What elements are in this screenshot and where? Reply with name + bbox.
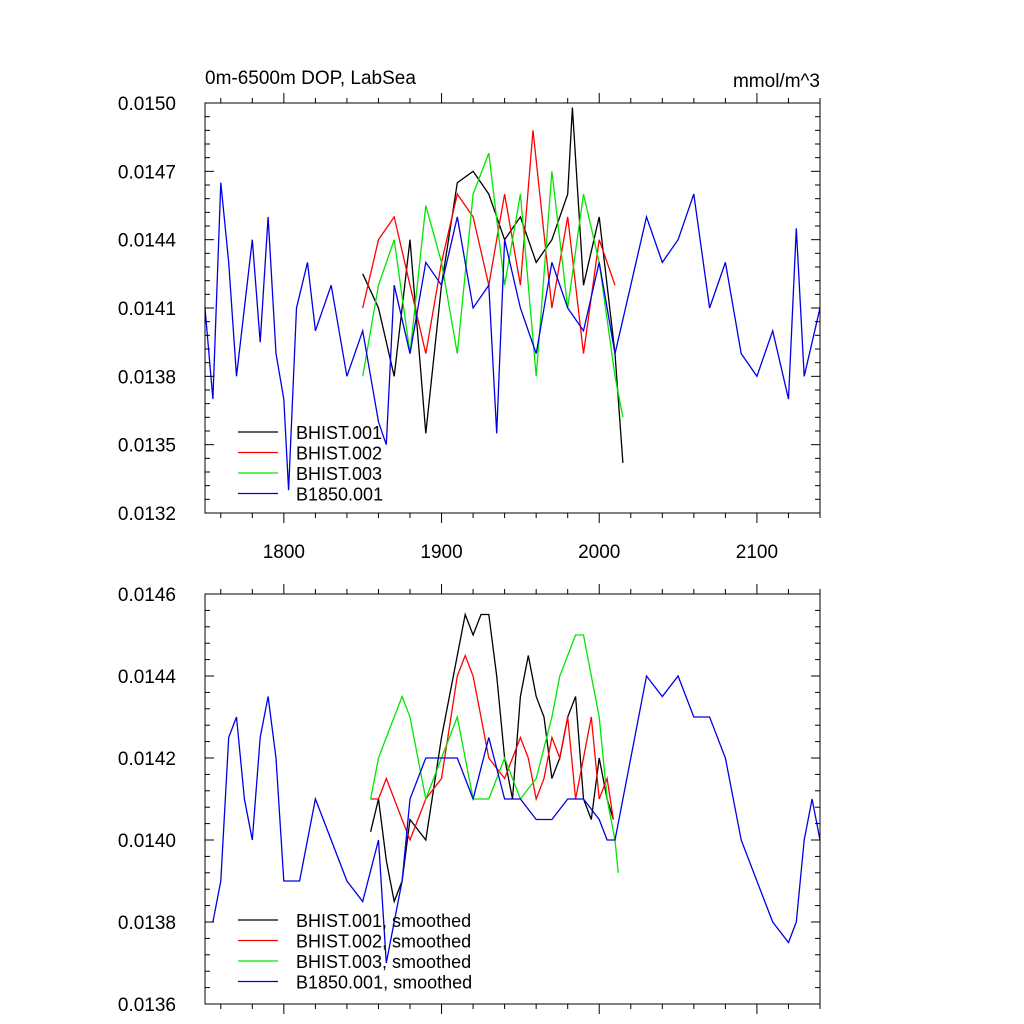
top-ytick-label: 0.0132: [118, 504, 176, 525]
top-legend-label-b1850-001: B1850.001: [296, 485, 383, 505]
top-series-layer: [204, 107, 821, 491]
bottom-panel: 0.0136 0.0138 0.0140 0.0142 0.0144 0.0146 BHI…: [118, 584, 821, 1016]
top-xtick-label: 2000: [578, 542, 620, 563]
bottom-legend-label-bhist-002-smoothed: BHIST.002, smoothed: [296, 932, 471, 952]
top-series-bhist-001: [362, 107, 624, 463]
bottom-ytick-label: 0.0144: [118, 667, 177, 688]
bottom-ytick-label: 0.0138: [118, 913, 176, 934]
top-ytick-label: 0.0138: [118, 367, 176, 388]
bottom-series-bhist-003-smoothed: [369, 634, 619, 873]
top-ytick-label: 0.0141: [118, 299, 176, 320]
bottom-series-layer: [212, 612, 821, 964]
top-ticks-layer: 0.0132 0.0135 0.0138 0.0141 0.0144 0.0147 0.01…: [118, 93, 821, 563]
bottom-legend-label-b1850-001-smoothed: B1850.001, smoothed: [296, 973, 472, 993]
bottom-ytick-label: 0.0142: [118, 749, 176, 770]
top-ytick-label: 0.0144: [118, 231, 177, 252]
bottom-ytick-label: 0.0146: [118, 585, 176, 606]
top-title: 0m-6500m DOP, LabSea: [205, 68, 416, 89]
top-xtick-label: 1800: [263, 542, 305, 563]
top-panel: 0m-6500m DOP, LabSea mmol/m^3 0.01320.01…: [118, 68, 821, 563]
bottom-series-b1850-001-smoothed: [212, 674, 821, 964]
top-legend-label-bhist-001: BHIST.001: [296, 423, 382, 443]
top-ytick-label: 0.0147: [118, 162, 176, 183]
bottom-ticks-layer: 0.0136 0.0138 0.0140 0.0142 0.0144 0.0146: [118, 584, 821, 1016]
top-xtick-label: 1900: [420, 542, 462, 563]
bottom-series-bhist-002-smoothed: [370, 653, 615, 842]
top-ytick-label: 0.0150: [118, 94, 176, 115]
top-series-bhist-003: [362, 152, 624, 418]
top-series-b1850-001: [204, 182, 821, 491]
top-legend-label-bhist-002: BHIST.002: [296, 444, 382, 464]
top-ytick-label: 0.0135: [118, 436, 176, 457]
top-xtick-label: 2100: [736, 542, 778, 563]
bottom-legend-label-bhist-001-smoothed: BHIST.001, smoothed: [296, 911, 471, 931]
bottom-series-bhist-001-smoothed: [369, 612, 615, 904]
top-units: mmol/m^3: [733, 71, 820, 92]
bottom-ytick-label: 0.0140: [118, 831, 176, 852]
bottom-ytick-label: 0.0136: [118, 995, 176, 1016]
top-legend-label-bhist-003: BHIST.003: [296, 464, 382, 484]
bottom-plot-frame: [204, 593, 821, 1005]
bottom-legend-label-bhist-003-smoothed: BHIST.003, smoothed: [296, 952, 471, 972]
